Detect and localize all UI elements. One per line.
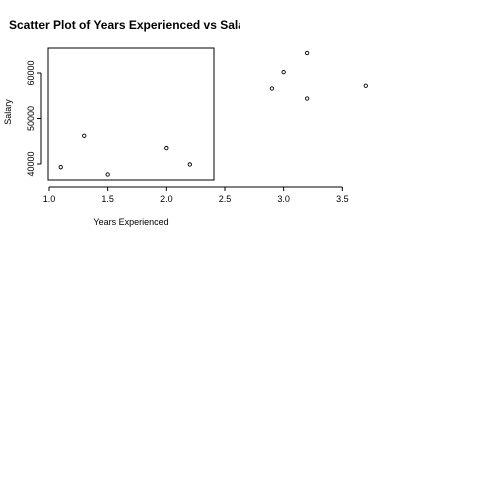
data-point (363, 83, 368, 88)
data-point (58, 165, 63, 170)
x-axis-label: Years Experienced (93, 217, 168, 227)
chart-title: Scatter Plot of Years Experienced vs Sal… (9, 18, 245, 32)
data-point (304, 96, 310, 101)
x-tick-label: 2.5 (219, 194, 232, 204)
x-tick-label: 1.5 (101, 194, 114, 204)
x-tick-label: 2.0 (160, 194, 173, 204)
x-tick-label: 3.0 (277, 194, 290, 204)
data-point (187, 162, 192, 167)
x-axis: 1.0 1.5 2.0 2.5 3.0 3.5 (43, 186, 349, 204)
data-point (269, 86, 275, 91)
y-axis-label: Salary (3, 99, 13, 125)
y-tick-label: 60000 (26, 60, 36, 85)
data-point (304, 50, 310, 56)
data-point (164, 145, 169, 151)
data-point (105, 172, 110, 177)
data-points (58, 50, 368, 177)
x-tick-label: 1.0 (43, 194, 56, 204)
data-point (82, 133, 87, 138)
y-axis: 40000 50000 60000 (26, 60, 42, 177)
data-point (281, 69, 286, 75)
y-tick-label: 50000 (26, 106, 36, 131)
x-tick-label: 3.5 (336, 194, 349, 204)
y-tick-label: 40000 (26, 151, 36, 176)
plot-frame (47, 47, 215, 181)
